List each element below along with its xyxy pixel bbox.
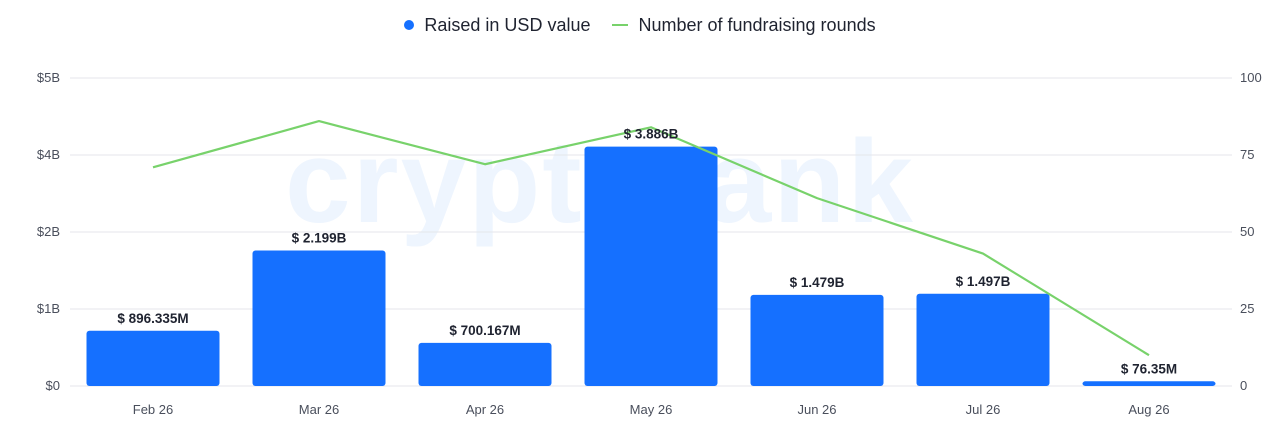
- x-tick-label: May 26: [630, 402, 673, 417]
- bar-value-label: $ 700.167M: [449, 323, 520, 338]
- left-tick-label: $0: [46, 378, 60, 393]
- right-axis-ticks: 0 25 50 75 100: [1240, 70, 1262, 393]
- bar-value-label: $ 896.335M: [117, 311, 188, 326]
- x-tick-label: Feb 26: [133, 402, 173, 417]
- x-axis-ticks: Feb 26 Mar 26 Apr 26 May 26 Jun 26 Jul 26 Aug …: [133, 402, 1170, 417]
- chart-legend: Raised in USD value Number of fundraisin…: [0, 12, 1280, 38]
- bar-value-label: $ 1.479B: [790, 275, 845, 290]
- bar: [418, 342, 552, 386]
- right-tick-label: 100: [1240, 70, 1262, 85]
- left-tick-label: $5B: [37, 70, 60, 85]
- right-tick-label: 0: [1240, 378, 1247, 393]
- right-tick-label: 25: [1240, 301, 1254, 316]
- bar-value-label: $ 3.886B: [624, 127, 679, 142]
- x-tick-label: Jul 26: [966, 402, 1001, 417]
- bar: [750, 294, 884, 386]
- bar-data-labels: $ 896.335M $ 2.199B $ 700.167M $ 3.886B $ 1.…: [117, 127, 1177, 377]
- right-tick-label: 75: [1240, 147, 1254, 162]
- bar-value-label: $ 76.35M: [1121, 361, 1177, 376]
- x-tick-label: Jun 26: [797, 402, 836, 417]
- line-series: [152, 120, 1150, 357]
- bar: [916, 293, 1050, 386]
- legend-line-swatch: [612, 24, 629, 26]
- bar: [584, 146, 718, 386]
- legend-bar-label: Raised in USD value: [424, 14, 591, 35]
- bar: [1082, 381, 1216, 386]
- left-tick-label: $4B: [37, 147, 60, 162]
- bar-value-label: $ 2.199B: [292, 231, 347, 246]
- legend-item-rounds[interactable]: Number of fundraising rounds: [612, 14, 876, 36]
- bar: [86, 330, 220, 386]
- legend-bar-swatch: [404, 20, 415, 30]
- x-tick-label: Aug 26: [1128, 402, 1169, 417]
- bar: [252, 250, 386, 386]
- rounds-line: [152, 120, 1150, 357]
- legend-item-raised[interactable]: Raised in USD value: [404, 15, 590, 36]
- x-tick-label: Apr 26: [466, 402, 504, 417]
- left-axis-ticks: $0 $1B $2B $4B $5B: [37, 70, 60, 393]
- x-tick-label: Mar 26: [299, 402, 339, 417]
- right-tick-label: 50: [1240, 224, 1254, 239]
- legend-line-label: Number of fundraising rounds: [638, 14, 876, 35]
- left-tick-label: $1B: [37, 301, 60, 316]
- left-tick-label: $2B: [37, 224, 60, 239]
- bar-series: [86, 146, 1216, 386]
- bar-value-label: $ 1.497B: [956, 274, 1011, 289]
